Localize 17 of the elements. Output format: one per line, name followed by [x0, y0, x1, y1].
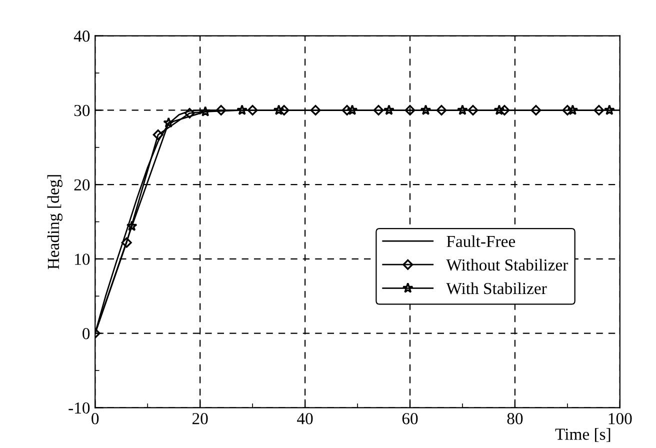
x-tick-label: 40	[297, 413, 313, 424]
legend-label: With Stabilizer	[446, 282, 547, 294]
x-tick-label: 60	[402, 413, 418, 424]
y-tick-label: 0	[82, 328, 90, 340]
y-axis-title: Heading [deg]	[47, 175, 62, 270]
x-tick-label: 20	[192, 413, 208, 424]
y-tick-label: 10	[75, 254, 90, 265]
x-axis-title: Time [s]	[555, 428, 610, 442]
x-tick-label: 0	[92, 413, 99, 424]
x-tick-label: 80	[507, 413, 523, 424]
y-tick-label: -10	[68, 402, 90, 414]
y-tick-label: 30	[74, 104, 90, 116]
y-tick-label: 20	[74, 179, 90, 191]
x-tick-label: 100	[608, 413, 632, 424]
legend-label: Without Stabilizer	[446, 258, 568, 271]
y-tick-label: 40	[74, 30, 90, 42]
legend-label: Fault-Free	[446, 235, 516, 248]
